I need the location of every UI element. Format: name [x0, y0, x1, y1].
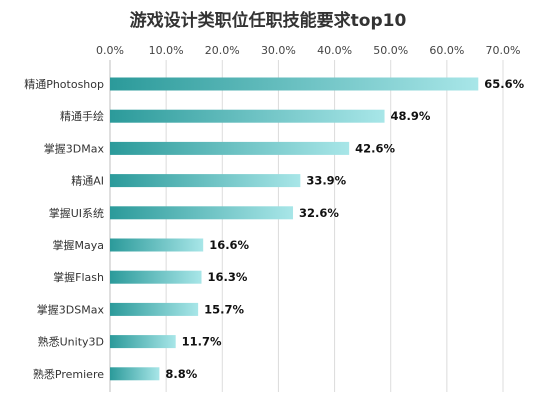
value-label: 33.9% [306, 174, 346, 188]
x-tick-label: 60.0% [429, 44, 464, 57]
category-label: 熟悉Unity3D [38, 335, 104, 349]
category-label: 掌握3DSMax [37, 302, 105, 316]
x-tick-label: 40.0% [317, 44, 352, 57]
value-label: 16.3% [208, 270, 248, 284]
chart-title: 游戏设计类职位任职技能要求top10 [130, 10, 407, 31]
bar [110, 77, 479, 91]
bar [110, 302, 199, 316]
x-tick-label: 30.0% [261, 44, 296, 57]
category-label: 熟悉Premiere [33, 367, 104, 381]
category-label: 掌握3DMax [44, 141, 105, 155]
value-label: 65.6% [484, 77, 524, 91]
category-label: 掌握Maya [53, 238, 104, 252]
value-label: 48.9% [391, 109, 431, 123]
value-label: 16.6% [209, 238, 249, 252]
bar [110, 206, 294, 220]
bar [110, 238, 204, 252]
bar [110, 367, 160, 381]
category-label: 精通AI [71, 175, 104, 188]
category-label: 掌握UI系统 [49, 206, 104, 220]
bar [110, 335, 176, 349]
bar [110, 174, 301, 188]
x-axis-ticks: 0.0% 10.0% 20.0% 30.0% 40.0% 50.0% 60.0% 70.0% [96, 44, 520, 57]
x-tick-label: 20.0% [205, 44, 240, 57]
bar [110, 109, 385, 123]
x-tick-label: 10.0% [149, 44, 184, 57]
category-label: 精通手绘 [60, 109, 104, 123]
category-label: 掌握Flash [53, 270, 104, 284]
value-label: 11.7% [182, 335, 222, 349]
bar [110, 141, 350, 155]
bars [110, 77, 479, 381]
category-label: 精通Photoshop [24, 78, 104, 91]
x-tick-label: 70.0% [486, 44, 521, 57]
value-label: 42.6% [355, 141, 395, 155]
x-tick-label: 0.0% [96, 44, 124, 57]
value-labels: 65.6% 48.9% 42.6% 33.9% 32.6% 16.6% 16.3% 15.7%… [165, 77, 524, 381]
value-label: 32.6% [299, 206, 339, 220]
value-label: 8.8% [165, 367, 197, 381]
x-tick-label: 50.0% [373, 44, 408, 57]
value-label: 15.7% [204, 302, 244, 316]
bar [110, 270, 202, 284]
